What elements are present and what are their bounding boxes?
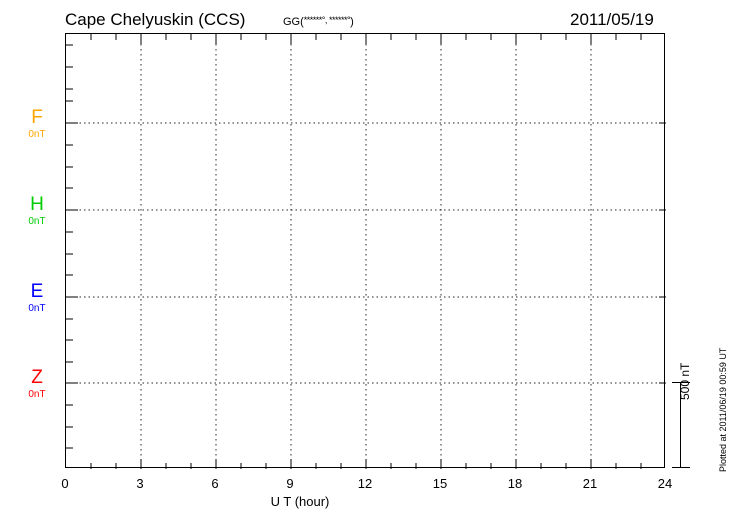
scale-bar-cap-top [672,382,690,383]
component-unit-z: 0nT [28,389,46,400]
xtick-label-6: 6 [211,476,219,491]
top-axis-ticks [90,34,642,44]
component-label-e: E 0nT [14,282,60,315]
scale-bar-label: 500 nT [678,362,692,400]
observation-date: 2011/05/19 [570,10,654,29]
scale-bar [672,382,690,468]
zero-reference-lines [66,122,666,384]
vertical-gridlines [140,34,592,469]
component-letter-e: E [30,281,44,302]
plotted-timestamp: Plotted at 2011/06/19 00:59 UT [718,347,728,472]
gg-paren-close: ) [350,16,354,28]
component-label-z: Z 0nT [14,368,60,401]
scale-bar-stem [680,382,681,468]
gg-label: GG [283,16,301,28]
component-letter-z: Z [31,367,43,388]
bottom-axis-ticks [90,459,642,469]
xtick-label-18: 18 [507,476,523,491]
scale-bar-cap-bottom [672,467,690,468]
geographic-coordinates: GG(******°, ******°) [283,15,354,28]
component-letter-f: F [31,107,43,128]
gg-separator: , [324,15,329,25]
xtick-label-9: 9 [286,476,294,491]
magnetogram-plot-area [65,33,666,469]
xtick-label-21: 21 [582,476,598,491]
component-unit-f: 0nT [28,129,46,140]
xtick-label-3: 3 [136,476,144,491]
page-title: Cape Chelyuskin (CCS) [65,10,246,29]
component-label-f: F 0nT [14,108,60,141]
xtick-label-15: 15 [432,476,448,491]
plot-canvas [66,34,666,469]
component-unit-h: 0nT [28,216,46,227]
xtick-label-24: 24 [657,476,673,491]
component-letter-h: H [30,194,44,215]
xaxis-title: U T (hour) [0,494,730,509]
component-unit-e: 0nT [28,303,46,314]
gg-latitude: ******° [303,15,326,25]
component-label-h: H 0nT [14,195,60,228]
gg-paren-open: ( [300,16,304,28]
left-axis-ticks [66,44,78,449]
xaxis-title-text: U T (hour) [270,494,330,509]
right-axis-ticks [659,122,666,384]
xtick-label-0: 0 [61,476,69,491]
xtick-label-12: 12 [357,476,373,491]
gg-longitude: ******° [328,15,351,25]
